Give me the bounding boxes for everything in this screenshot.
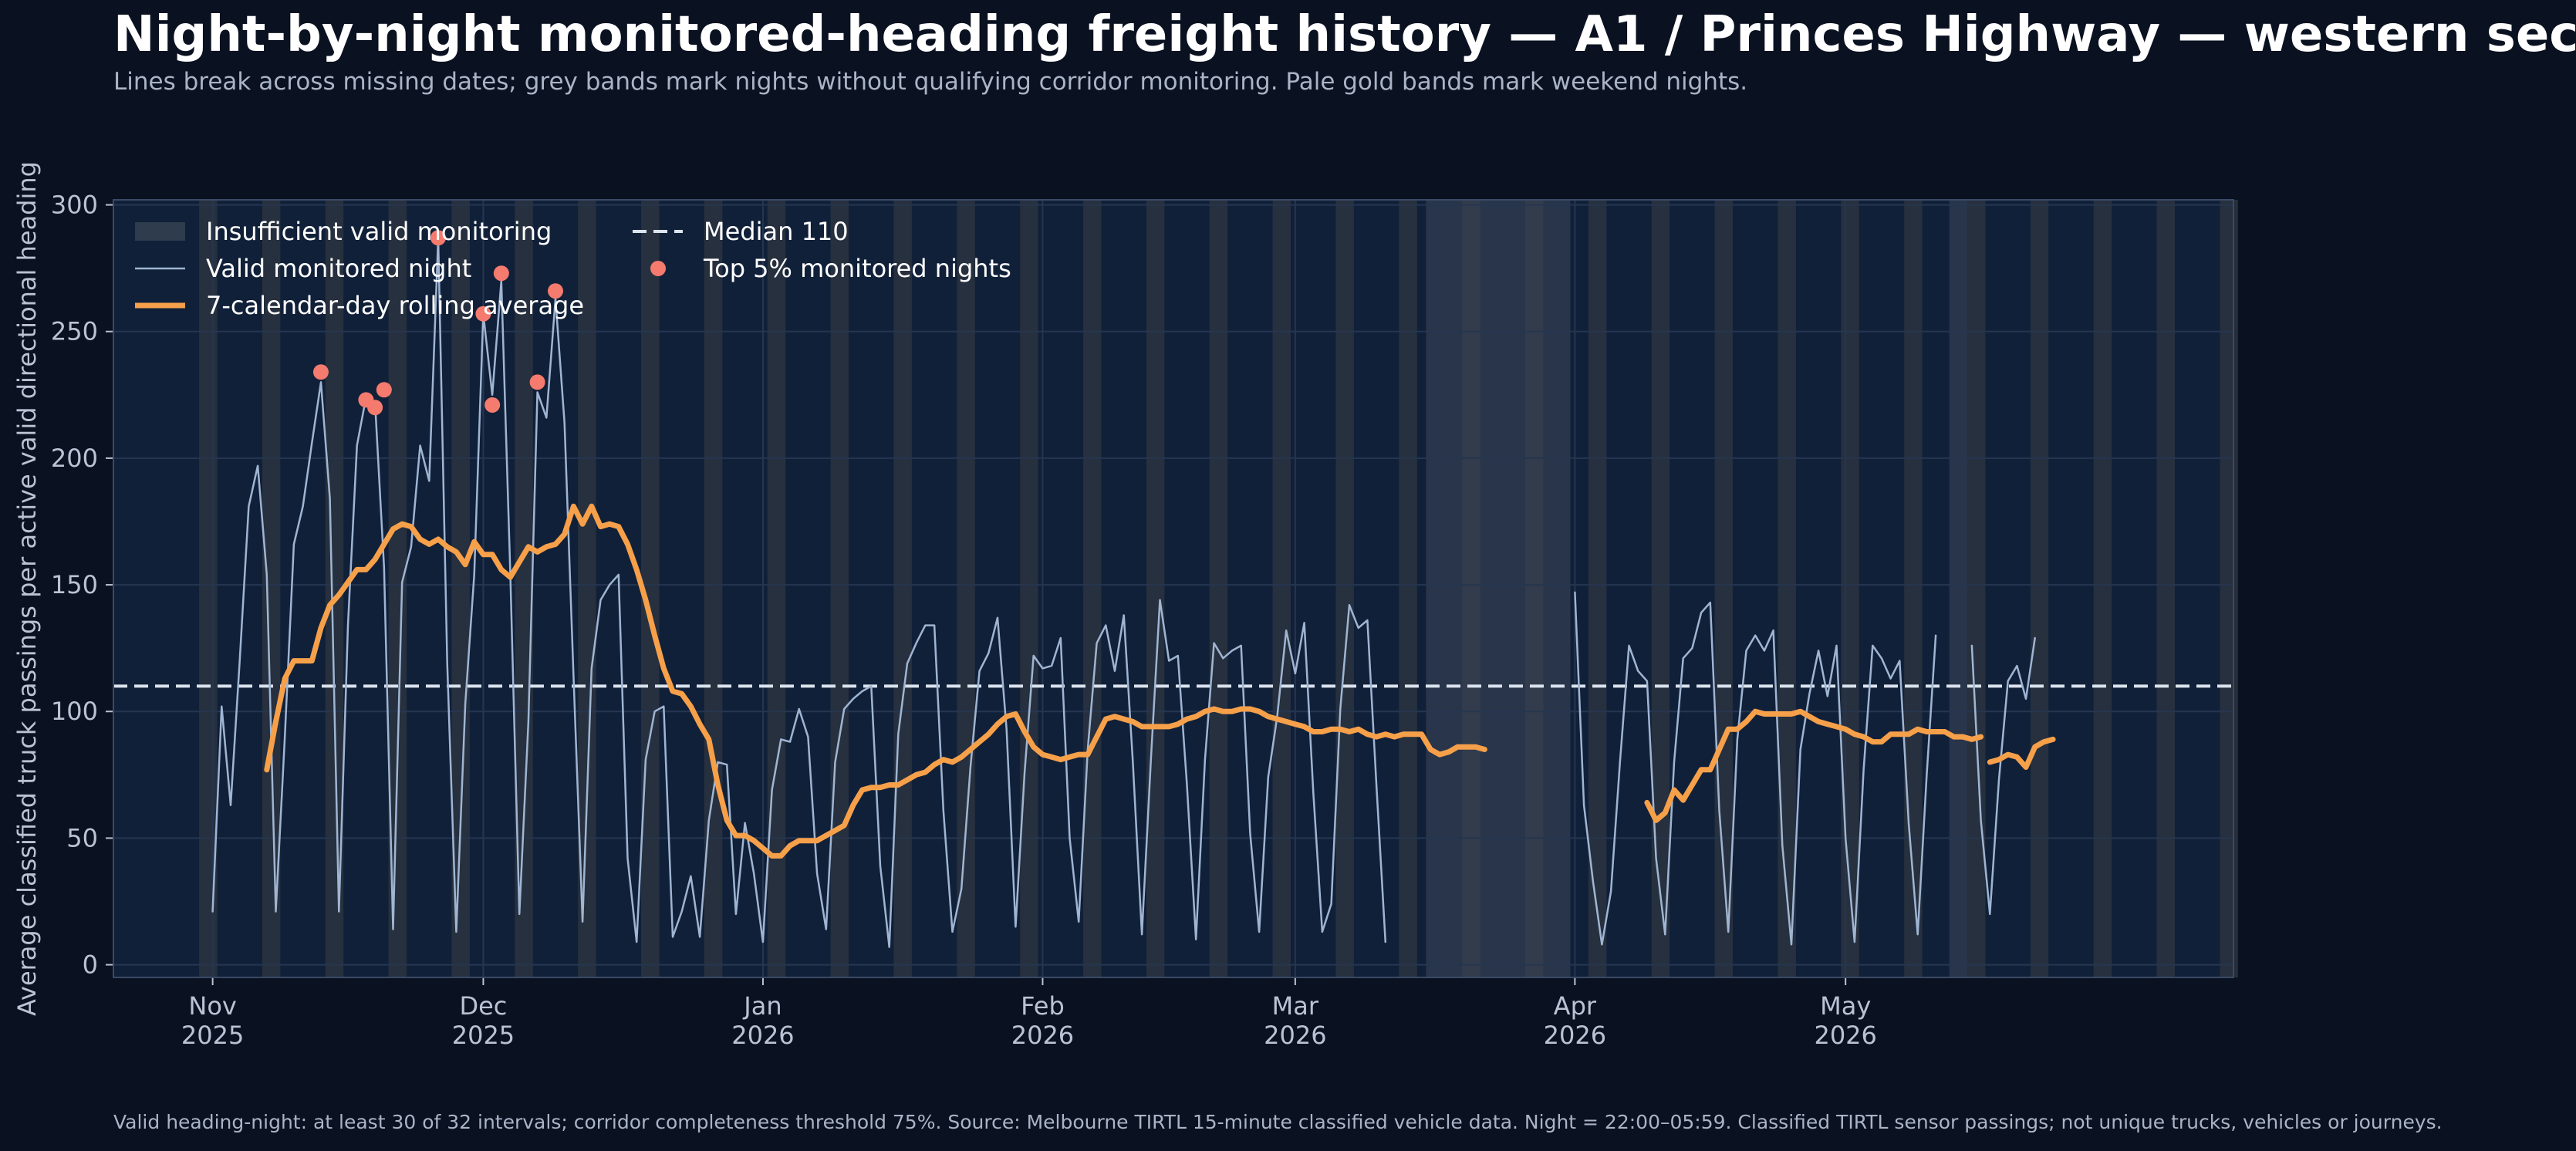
weekend-band	[1714, 200, 1734, 977]
rolling-average-line	[264, 503, 1487, 859]
weekend-band	[1146, 200, 1165, 977]
weekend-band	[1272, 200, 1291, 977]
legend-label-valid_night: Valid monitored night	[206, 254, 471, 283]
weekend-band	[1651, 200, 1670, 977]
legend-label-top5: Top 5% monitored nights	[703, 254, 1011, 283]
weekend-band	[1588, 200, 1607, 977]
x-tick-label-year: 2025	[452, 1021, 515, 1050]
top5-marker	[430, 230, 446, 246]
top5-marker	[547, 283, 563, 299]
x-tick-label-month: Nov	[188, 991, 236, 1021]
weekend-band	[704, 200, 723, 977]
weekend-band	[262, 200, 281, 977]
chart-footnote: Valid heading-night: at least 30 of 32 i…	[113, 1111, 2443, 1133]
insufficient-band	[1949, 200, 1968, 977]
x-tick-label-month: Dec	[459, 991, 507, 1021]
weekend-band	[578, 200, 596, 977]
top5-marker	[529, 374, 545, 390]
top5-marker	[475, 305, 491, 322]
top5-marker	[493, 265, 509, 282]
weekend-band	[2156, 200, 2175, 977]
x-tick-label-month: Jan	[742, 991, 782, 1021]
weekend-band	[2030, 200, 2049, 977]
weekend-band	[957, 200, 975, 977]
weekend-band	[830, 200, 849, 977]
weekend-band	[1083, 200, 1102, 977]
y-tick-label: 250	[51, 317, 98, 346]
x-tick-label-year: 2026	[1814, 1021, 1876, 1050]
x-tick-label-month: Feb	[1021, 991, 1065, 1021]
weekend-band	[2220, 200, 2238, 977]
y-axis-label: Average classified truck passings per ac…	[12, 161, 42, 1016]
weekend-band	[451, 200, 470, 977]
legend-label-insufficient: Insufficient valid monitoring	[206, 217, 552, 246]
insufficient-band	[1426, 200, 1571, 977]
weekend-band	[1399, 200, 1417, 977]
top5-marker	[312, 364, 329, 380]
legend-swatch-top5	[650, 261, 666, 276]
weekend-band	[515, 200, 533, 977]
valid-night-line	[211, 237, 1387, 948]
legend-swatch-insufficient	[135, 222, 185, 241]
x-tick-label-year: 2026	[1544, 1021, 1606, 1050]
weekend-band	[1209, 200, 1228, 977]
legend-label-median: Median 110	[704, 217, 849, 246]
x-tick-label-year: 2026	[731, 1021, 794, 1050]
rolling-average-line	[1644, 708, 1984, 823]
chart-subtitle: Lines break across missing dates; grey b…	[113, 68, 1748, 96]
top5-marker	[376, 382, 392, 398]
x-tick-label-month: Apr	[1554, 991, 1597, 1021]
x-tick-label-year: 2026	[1264, 1021, 1326, 1050]
y-tick-label: 100	[51, 697, 98, 726]
weekend-band	[1335, 200, 1354, 977]
weekend-band	[325, 200, 344, 977]
weekend-band	[2093, 200, 2112, 977]
y-tick-label: 150	[51, 570, 98, 599]
weekend-band	[767, 200, 786, 977]
x-tick-label-month: May	[1820, 991, 1871, 1021]
y-tick-label: 50	[66, 823, 98, 852]
weekend-band	[1841, 200, 1859, 977]
top5-marker	[484, 397, 501, 413]
x-tick-label-year: 2025	[181, 1021, 244, 1050]
weekend-band	[1020, 200, 1038, 977]
y-tick-label: 200	[51, 444, 98, 473]
weekend-band	[388, 200, 407, 977]
weekend-band	[1967, 200, 1986, 977]
valid-night-line	[1970, 636, 2036, 916]
y-tick-label: 300	[51, 191, 98, 220]
y-tick-label: 0	[83, 950, 98, 980]
valid-night-line	[1574, 591, 1937, 946]
x-tick-label-year: 2026	[1011, 1021, 1074, 1050]
weekend-band	[641, 200, 660, 977]
weekend-band	[1778, 200, 1796, 977]
weekend-band	[1904, 200, 1923, 977]
top5-marker	[367, 400, 383, 416]
rolling-average-line	[1987, 736, 2056, 770]
plot-frame	[113, 199, 2234, 978]
x-tick-label-month: Mar	[1272, 991, 1319, 1021]
weekend-band	[893, 200, 912, 977]
legend-label-rolling: 7-calendar-day rolling average	[206, 291, 584, 320]
chart-title: Night-by-night monitored-heading freight…	[113, 6, 2576, 63]
